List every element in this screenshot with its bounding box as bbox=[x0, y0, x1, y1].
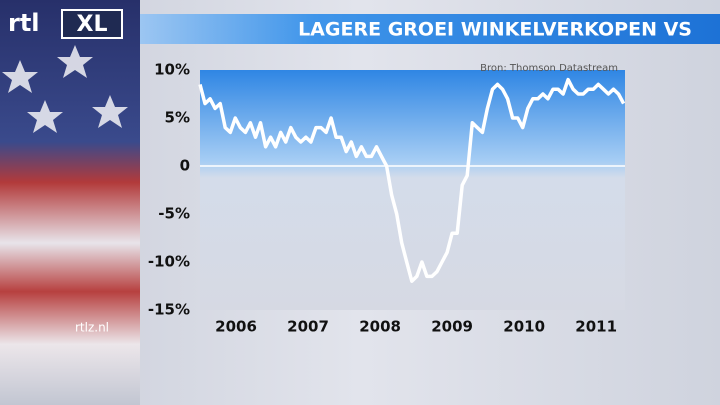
y-tick-label: -5% bbox=[158, 205, 190, 223]
y-tick-label: 0 bbox=[180, 157, 190, 175]
logo: XL bbox=[77, 12, 108, 37]
y-tick-label: -10% bbox=[148, 253, 190, 271]
y-tick-label: -15% bbox=[148, 301, 190, 319]
x-tick-label: 2011 bbox=[575, 318, 617, 336]
plot-area bbox=[200, 70, 625, 310]
source: Bron: Thomson Datastream bbox=[480, 63, 618, 74]
x-tick-label: 2009 bbox=[431, 318, 473, 336]
title-bar bbox=[140, 14, 720, 44]
y-tick-label: 5% bbox=[165, 109, 190, 127]
x-tick-label: 2010 bbox=[503, 318, 545, 336]
x-tick-label: 2007 bbox=[287, 318, 329, 336]
data-line bbox=[198, 77, 626, 283]
logo: rtl bbox=[8, 9, 40, 37]
x-tick-label: 2006 bbox=[215, 318, 257, 336]
logo-box bbox=[61, 9, 123, 39]
y-tick-label: 10% bbox=[154, 61, 190, 79]
site-name: rtlz.nl bbox=[75, 321, 109, 335]
stars bbox=[2, 45, 128, 133]
x-tick-label: 2008 bbox=[359, 318, 401, 336]
chart-title: LAGERE GROEI WINKELVERKOPEN VS bbox=[298, 19, 692, 41]
